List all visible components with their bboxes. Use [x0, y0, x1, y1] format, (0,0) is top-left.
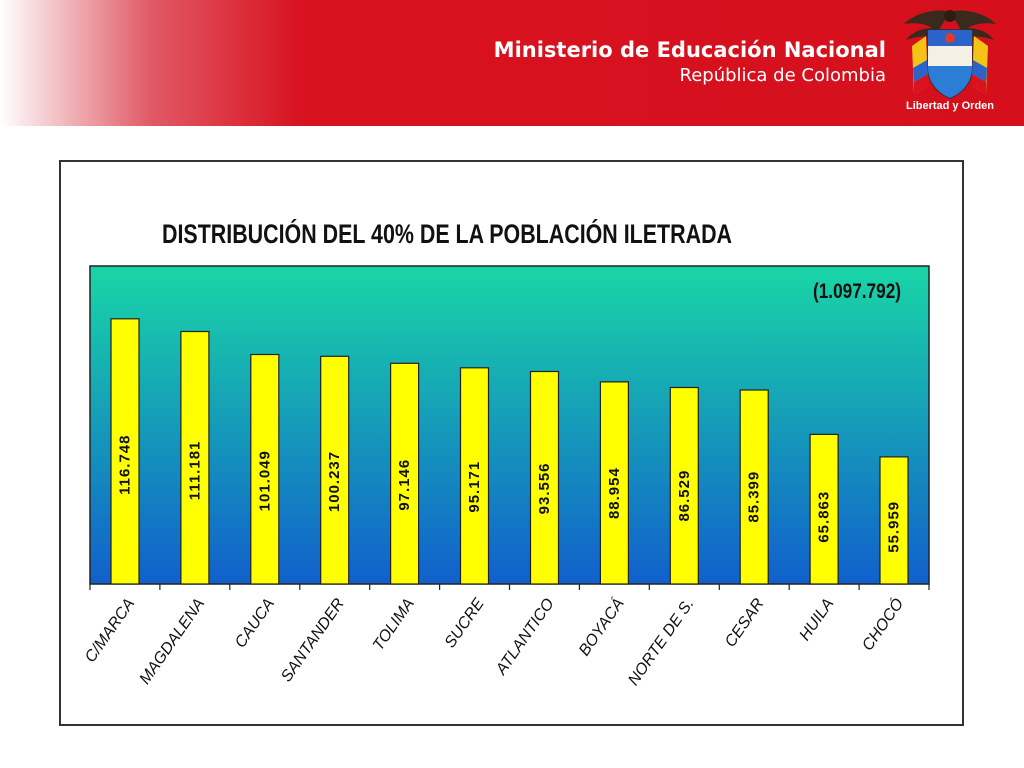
bar-7 [599, 381, 630, 585]
x-tick-label: HUILA [796, 596, 837, 644]
x-tick-label: SUCRE [442, 595, 488, 651]
bar-5 [459, 367, 490, 585]
bar-value-label: 88.954 [606, 467, 623, 519]
x-tick-label: CHOCÓ [858, 594, 908, 654]
bar-value-label: 95.171 [466, 461, 483, 513]
bar-6 [529, 370, 560, 585]
bar-value-label: 85.399 [746, 471, 763, 523]
bar-value-label: 101.049 [256, 450, 273, 511]
bar-4 [390, 362, 420, 585]
bar-11 [879, 456, 909, 585]
bar-1 [180, 330, 210, 585]
chart-title: DISTRIBUCIÓN DEL 40% DE LA POBLACIÓN ILE… [162, 218, 732, 249]
x-tick-label: NORTE DE S. [625, 596, 697, 689]
bar-value-label: 86.529 [676, 470, 693, 522]
x-tick-label: ATLANTICO [492, 596, 557, 679]
bar-9 [739, 389, 769, 585]
ministry-heading: Ministerio de Educación Nacional Repúbli… [494, 36, 886, 88]
colombia-coat-of-arms-icon [904, 10, 996, 99]
bar-value-label: 111.181 [186, 441, 203, 501]
x-tick-label: TOLIMA [370, 596, 418, 654]
total-annotation: (1.097.792) [813, 280, 901, 303]
bar-value-label: 55.959 [886, 501, 903, 553]
bar-value-label: 97.146 [396, 459, 413, 511]
x-tick-label: BOYACÁ [574, 594, 627, 659]
x-tick-label: C/MARCA [82, 596, 138, 666]
bar-value-label: 65.863 [816, 491, 833, 543]
bars-layer: 116.748 111.181 101.049 100.237 97.146 95.171… [110, 318, 909, 585]
x-tick-label: CESAR [722, 595, 768, 650]
plot-area [89, 265, 930, 585]
bar-value-label: 93.556 [536, 462, 553, 514]
bar-value-label: 100.237 [326, 451, 343, 512]
header-banner [0, 0, 1024, 126]
bar-2 [250, 353, 280, 585]
motto-text: Libertad y Orden [905, 100, 995, 112]
bar-8 [669, 386, 699, 585]
bar-10 [809, 433, 839, 585]
x-tick-label: SANTANDER [278, 595, 348, 685]
country-name: República de Colombia [679, 65, 887, 86]
x-tick-label: CAUCA [232, 596, 278, 652]
bar-value-label: 116.748 [117, 434, 134, 494]
x-tick-label: MAGDALENA [137, 596, 209, 688]
bar-0 [110, 318, 140, 585]
ministry-name: Ministerio de Educación Nacional [493, 38, 886, 62]
bar-3 [320, 355, 350, 585]
